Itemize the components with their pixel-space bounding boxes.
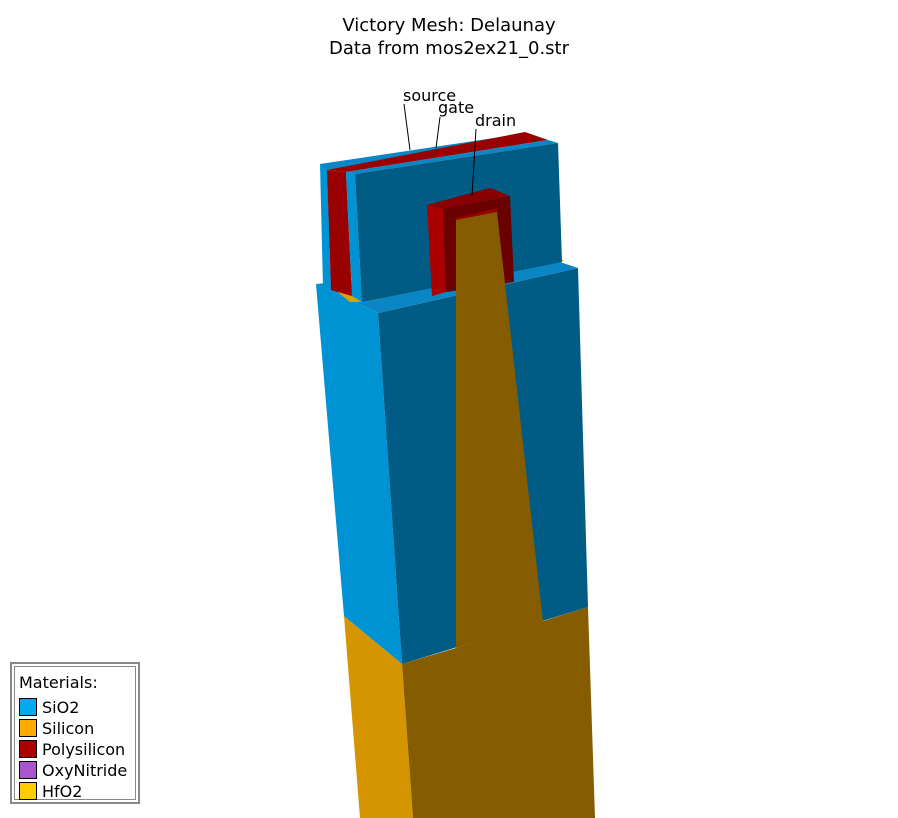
legend-item-polysilicon: Polysilicon xyxy=(19,739,125,759)
sio2-upper-front-face xyxy=(320,164,331,290)
source-leader-line xyxy=(403,103,411,151)
gate-leader-line xyxy=(435,116,441,149)
legend-item-silicon: Silicon xyxy=(19,718,94,738)
legend-swatch-oxynitride xyxy=(19,761,37,779)
polysilicon-top-strip xyxy=(327,132,548,172)
polysilicon-gate-front xyxy=(327,170,352,296)
materials-legend: Materials: SiO2 Silicon Polysilicon OxyN… xyxy=(10,662,140,804)
drain-contact-top xyxy=(427,188,510,209)
legend-swatch-hfo2 xyxy=(19,782,37,800)
plot-title: Victory Mesh: Delaunay Data from mos2ex2… xyxy=(0,14,898,60)
sio2-top-strip-2 xyxy=(346,140,558,174)
legend-swatch-silicon xyxy=(19,719,37,737)
legend-item-sio2: SiO2 xyxy=(19,697,79,717)
drain-label: drain xyxy=(475,111,517,130)
legend-label-hfo2: HfO2 xyxy=(42,781,83,801)
legend-label-silicon: Silicon xyxy=(42,718,95,738)
gate-label: gate xyxy=(438,98,475,117)
title-line-1: Victory Mesh: Delaunay xyxy=(342,15,556,36)
legend-label-polysilicon: Polysilicon xyxy=(42,739,126,759)
legend-item-hfo2: HfO2 xyxy=(19,781,82,801)
sio2-spacer-front xyxy=(346,172,362,302)
legend-swatch-sio2 xyxy=(19,698,37,716)
legend-swatch-polysilicon xyxy=(19,740,37,758)
source-label: source xyxy=(403,86,457,105)
drain-contact-front xyxy=(427,205,446,296)
legend-label-oxynitride: OxyNitride xyxy=(42,760,128,780)
legend-title: Materials: xyxy=(19,673,98,692)
drain-leader-line xyxy=(471,128,477,197)
legend-label-sio2: SiO2 xyxy=(42,697,80,717)
silicon-fin xyxy=(456,212,543,648)
sio2-lower-front-face xyxy=(316,284,402,664)
legend-inner-border xyxy=(14,666,136,800)
title-line-2: Data from mos2ex21_0.str xyxy=(328,38,569,59)
legend-item-oxynitride: OxyNitride xyxy=(19,760,127,780)
silicon-side-face xyxy=(402,607,595,818)
silicon-front-face xyxy=(344,616,413,818)
